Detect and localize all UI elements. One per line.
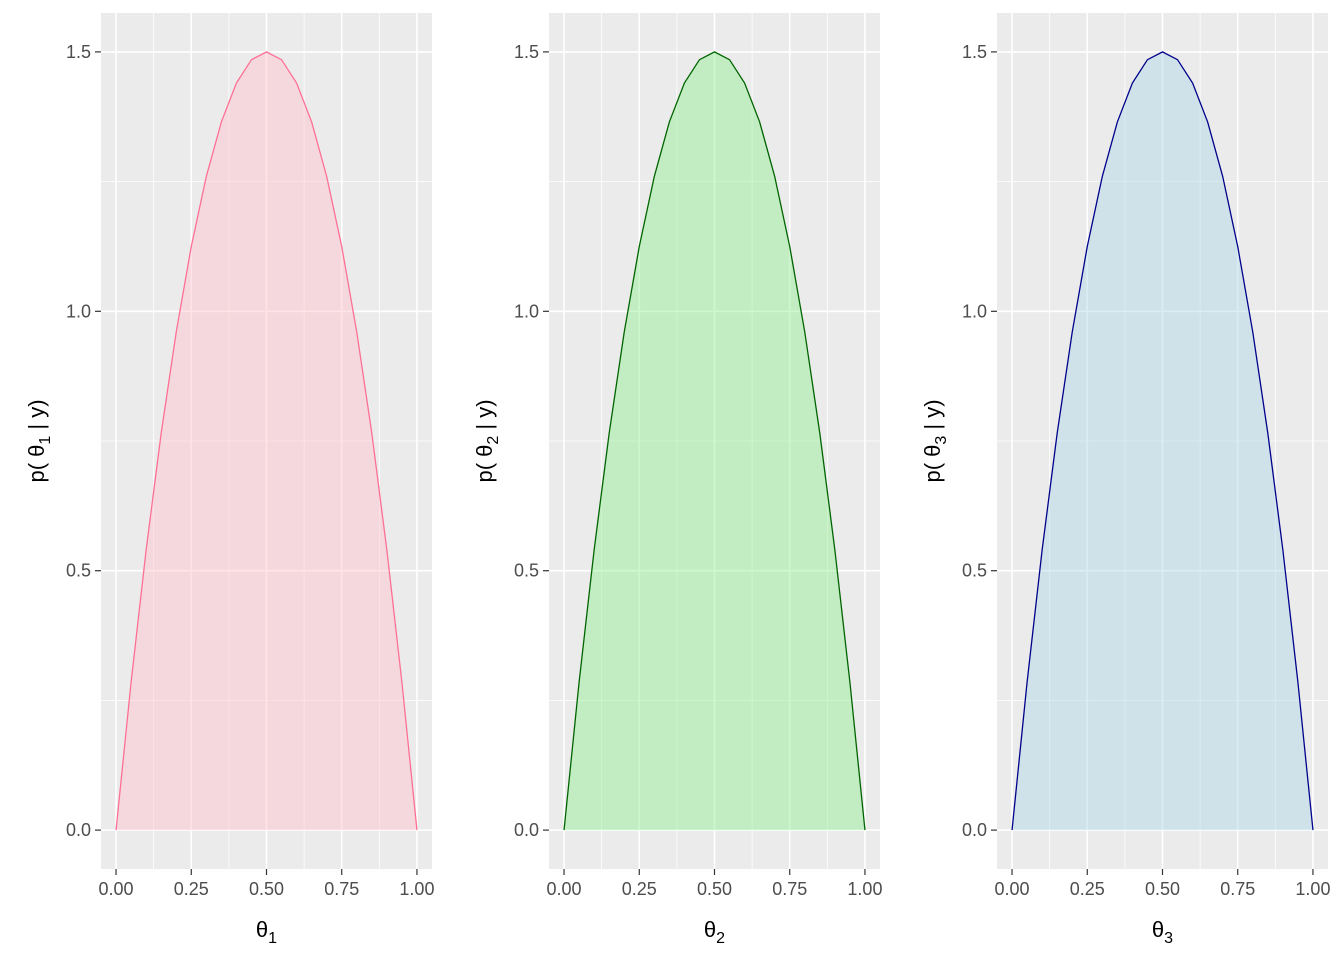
x-tick-label: 0.75	[1220, 879, 1255, 899]
y-axis-title-post: | y)	[472, 399, 497, 435]
x-tick-label: 0.50	[1145, 879, 1180, 899]
y-tick-label: 0.5	[962, 561, 987, 581]
density-area	[1012, 51, 1313, 831]
x-tick-label: 0.50	[697, 879, 732, 899]
y-tick-label: 0.0	[962, 820, 987, 840]
y-tick-label: 0.5	[514, 561, 539, 581]
x-axis-title-base: θ	[1152, 917, 1164, 942]
y-tick-label: 1.0	[962, 301, 987, 321]
x-tick-label: 0.00	[99, 879, 134, 899]
y-tick-label: 1.5	[514, 42, 539, 62]
y-tick-label: 0.0	[514, 820, 539, 840]
x-tick-label: 0.75	[324, 879, 359, 899]
y-axis-title-pre: p( θ	[24, 445, 49, 483]
x-axis-title: θ1	[256, 917, 277, 947]
y-axis-title-subscript: 2	[485, 436, 502, 445]
y-tick-label: 1.5	[962, 42, 987, 62]
x-axis-title-subscript: 2	[716, 930, 725, 947]
y-axis-title-post: | y)	[24, 399, 49, 435]
x-tick-label: 1.00	[399, 879, 434, 899]
y-axis-title: p( θ2 | y)	[472, 399, 502, 482]
density-line	[563, 51, 866, 831]
y-tick-label: 1.0	[514, 301, 539, 321]
y-tick-label: 0.5	[66, 561, 91, 581]
x-tick-label: 0.25	[622, 879, 657, 899]
x-tick-label: 0.25	[174, 879, 209, 899]
x-tick-label: 1.00	[847, 879, 882, 899]
y-axis-title: p( θ3 | y)	[920, 399, 950, 482]
x-tick-label: 0.00	[547, 879, 582, 899]
density-line	[115, 51, 418, 831]
y-axis-title-subscript: 3	[933, 436, 950, 445]
x-axis-title-base: θ	[256, 917, 268, 942]
x-tick-label: 0.00	[995, 879, 1030, 899]
x-axis-title: θ2	[704, 917, 725, 947]
x-tick-label: 0.50	[249, 879, 284, 899]
y-tick-label: 1.0	[66, 301, 91, 321]
y-tick-label: 1.5	[66, 42, 91, 62]
x-tick-label: 0.25	[1070, 879, 1105, 899]
x-axis-title-subscript: 1	[268, 930, 277, 947]
density-area	[564, 51, 865, 831]
x-axis-title-base: θ	[704, 917, 716, 942]
y-tick-label: 0.0	[66, 820, 91, 840]
x-axis-title-subscript: 3	[1164, 930, 1173, 947]
density-line	[1011, 51, 1314, 831]
y-axis-title-subscript: 1	[37, 436, 54, 445]
y-axis-title-pre: p( θ	[472, 445, 497, 483]
x-tick-label: 0.75	[772, 879, 807, 899]
y-axis-title-post: | y)	[920, 399, 945, 435]
x-axis-title: θ3	[1152, 917, 1173, 947]
y-axis-title: p( θ1 | y)	[24, 399, 54, 482]
x-tick-label: 1.00	[1295, 879, 1330, 899]
y-axis-title-pre: p( θ	[920, 445, 945, 483]
